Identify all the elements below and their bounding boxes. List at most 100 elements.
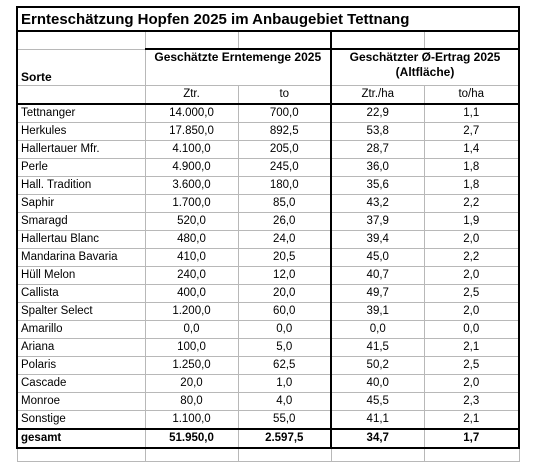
cell-to: 1,0 <box>237 373 332 393</box>
cell-to: 20,5 <box>237 247 332 267</box>
table-row: Polaris 1.250,0 62,5 50,2 2,5 <box>16 355 520 375</box>
total-ztr-ha: 34,7 <box>330 427 425 449</box>
table-row: Hüll Melon 240,0 12,0 40,7 2,0 <box>16 265 520 285</box>
cell-ztr-ha: 50,2 <box>330 355 425 375</box>
cell-sorte: Hall. Tradition <box>16 175 146 195</box>
spreadsheet: Ernteschätzung Hopfen 2025 im Anbaugebie… <box>16 6 520 462</box>
table-row: Smaragd 520,0 26,0 37,9 1,9 <box>16 211 520 231</box>
total-to-ha: 1,7 <box>423 427 520 449</box>
header-sorte: Sorte <box>16 48 146 86</box>
cell-ztr-ha: 45,5 <box>330 391 425 411</box>
cell-ztr-ha: 40,7 <box>330 265 425 285</box>
cell-sorte: Amarillo <box>16 319 146 339</box>
header-erntemenge: Geschätzte Erntemenge 2025 <box>144 48 332 86</box>
cell-to: 12,0 <box>237 265 332 285</box>
cell-to-ha: 1,9 <box>423 211 520 231</box>
cell-to: 700,0 <box>237 103 332 123</box>
cell-ztr: 480,0 <box>144 229 239 249</box>
cell-to: 205,0 <box>237 139 332 159</box>
table-row: Herkules 17.850,0 892,5 53,8 2,7 <box>16 121 520 141</box>
total-label: gesamt <box>16 427 146 449</box>
cell-ztr: 4.100,0 <box>144 139 239 159</box>
table-row: Tettnanger 14.000,0 700,0 22,9 1,1 <box>16 103 520 123</box>
cell-to-ha: 2,1 <box>423 409 520 429</box>
cell-sorte: Hüll Melon <box>16 265 146 285</box>
cell-ztr: 4.900,0 <box>144 157 239 177</box>
cell-ztr-ha: 39,1 <box>330 301 425 321</box>
cell-sorte: Herkules <box>16 121 146 141</box>
total-row: gesamt 51.950,0 2.597,5 34,7 1,7 <box>16 427 520 449</box>
cell-to: 24,0 <box>237 229 332 249</box>
table-row: Monroe 80,0 4,0 45,5 2,3 <box>16 391 520 411</box>
cell-to: 85,0 <box>237 193 332 213</box>
cell-to-ha: 2,5 <box>423 355 520 375</box>
cell-to-ha: 1,1 <box>423 103 520 123</box>
cell-ztr-ha: 39,4 <box>330 229 425 249</box>
table-row: Hallertauer Mfr. 4.100,0 205,0 28,7 1,4 <box>16 139 520 159</box>
cell-to-ha: 2,5 <box>423 283 520 303</box>
table-row: Perle 4.900,0 245,0 36,0 1,8 <box>16 157 520 177</box>
table-row: Cascade 20,0 1,0 40,0 2,0 <box>16 373 520 393</box>
cell-ztr: 400,0 <box>144 283 239 303</box>
cell-ztr: 1.700,0 <box>144 193 239 213</box>
cell-ztr-ha: 43,2 <box>330 193 425 213</box>
cell-to: 26,0 <box>237 211 332 231</box>
cell-ztr: 1.100,0 <box>144 409 239 429</box>
cell-ztr-ha: 36,0 <box>330 157 425 177</box>
cell-ztr: 1.250,0 <box>144 355 239 375</box>
unit-row: Ztr. to Ztr./ha to/ha <box>16 84 520 105</box>
cell-ztr-ha: 37,9 <box>330 211 425 231</box>
cell-ztr-ha: 41,5 <box>330 337 425 357</box>
cell-to-ha: 1,4 <box>423 139 520 159</box>
header-ertrag: Geschätzter Ø-Ertrag 2025 (Altfläche) <box>330 48 520 86</box>
cell-ztr-ha: 49,7 <box>330 283 425 303</box>
cell-ztr: 100,0 <box>144 337 239 357</box>
harvest-table: Ernteschätzung Hopfen 2025 im Anbaugebie… <box>16 6 520 462</box>
table-row: Saphir 1.700,0 85,0 43,2 2,2 <box>16 193 520 213</box>
cell-sorte: Perle <box>16 157 146 177</box>
cell-sorte: Smaragd <box>16 211 146 231</box>
title-row: Ernteschätzung Hopfen 2025 im Anbaugebie… <box>16 6 520 32</box>
cell-ztr-ha: 53,8 <box>330 121 425 141</box>
cell-ztr: 0,0 <box>144 319 239 339</box>
cell-to-ha: 2,2 <box>423 247 520 267</box>
page-title: Ernteschätzung Hopfen 2025 im Anbaugebie… <box>16 6 520 32</box>
cell-ztr: 20,0 <box>144 373 239 393</box>
cell-to-ha: 0,0 <box>423 319 520 339</box>
cell-sorte: Hallertau Blanc <box>16 229 146 249</box>
cell-to-ha: 2,0 <box>423 301 520 321</box>
cell-to: 4,0 <box>237 391 332 411</box>
cell-ztr-ha: 45,0 <box>330 247 425 267</box>
cell-sorte: Callista <box>16 283 146 303</box>
cell-ztr: 410,0 <box>144 247 239 267</box>
table-row: Hall. Tradition 3.600,0 180,0 35,6 1,8 <box>16 175 520 195</box>
table-row: Ariana 100,0 5,0 41,5 2,1 <box>16 337 520 357</box>
cell-ztr: 1.200,0 <box>144 301 239 321</box>
unit-ztr-ha: Ztr./ha <box>330 84 425 105</box>
cell-sorte: Tettnanger <box>16 103 146 123</box>
table-row: Amarillo 0,0 0,0 0,0 0,0 <box>16 319 520 339</box>
cell-sorte: Hallertauer Mfr. <box>16 139 146 159</box>
spacer-row <box>16 30 520 50</box>
cell-to: 55,0 <box>237 409 332 429</box>
cell-sorte: Saphir <box>16 193 146 213</box>
cell-to: 20,0 <box>237 283 332 303</box>
cell-to-ha: 2,2 <box>423 193 520 213</box>
cell-ztr-ha: 35,6 <box>330 175 425 195</box>
cell-to-ha: 2,3 <box>423 391 520 411</box>
total-to: 2.597,5 <box>237 427 332 449</box>
cell-to-ha: 2,7 <box>423 121 520 141</box>
cell-to-ha: 1,8 <box>423 157 520 177</box>
cell-to: 892,5 <box>237 121 332 141</box>
table-row: Mandarina Bavaria 410,0 20,5 45,0 2,2 <box>16 247 520 267</box>
table-row: Sonstige 1.100,0 55,0 41,1 2,1 <box>16 409 520 429</box>
cell-ztr-ha: 22,9 <box>330 103 425 123</box>
cell-sorte: Mandarina Bavaria <box>16 247 146 267</box>
cell-ztr-ha: 0,0 <box>330 319 425 339</box>
cell-sorte: Monroe <box>16 391 146 411</box>
cell-to-ha: 2,0 <box>423 265 520 285</box>
cell-ztr-ha: 28,7 <box>330 139 425 159</box>
cell-ztr: 14.000,0 <box>144 103 239 123</box>
cell-to-ha: 2,0 <box>423 373 520 393</box>
cell-to: 60,0 <box>237 301 332 321</box>
